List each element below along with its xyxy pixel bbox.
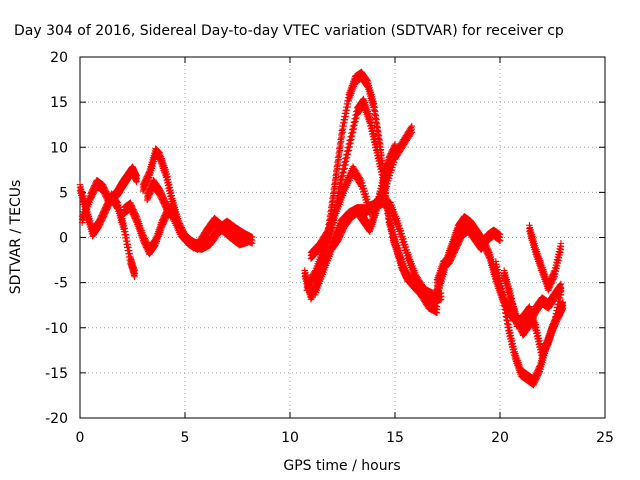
- series-track-5: [144, 176, 252, 253]
- data-point: [120, 222, 128, 229]
- data-point: [166, 184, 174, 191]
- data-point: [122, 228, 129, 235]
- data-point: [122, 231, 130, 238]
- data-point: [141, 235, 149, 242]
- y-tick-label: -20: [45, 411, 68, 427]
- data-point: [130, 207, 138, 215]
- data-point: [143, 239, 150, 246]
- y-tick-label: 0: [59, 231, 68, 247]
- data-point: [101, 185, 109, 192]
- data-point: [125, 244, 132, 251]
- data-point: [103, 188, 110, 195]
- data-point: [165, 178, 172, 186]
- data-point: [127, 200, 135, 208]
- data-point: [160, 194, 167, 201]
- data-point: [131, 209, 139, 216]
- data-point: [157, 187, 164, 194]
- data-point: [100, 182, 107, 190]
- data-point: [124, 237, 131, 245]
- data-point: [121, 225, 128, 232]
- y-tick-label: 20: [50, 50, 68, 66]
- data-point: [132, 211, 140, 219]
- data-point: [124, 241, 132, 248]
- y-tick-label: 5: [59, 185, 68, 201]
- data-point: [161, 196, 169, 204]
- x-tick-label: 10: [281, 430, 299, 446]
- y-tick-label: 15: [50, 95, 68, 111]
- axis-ticks: 0 5 10 15 20 25 -20 -15 -10 -5 0 5 10 15 20: [45, 50, 614, 446]
- data-point: [102, 186, 109, 194]
- x-tick-label: 5: [181, 430, 190, 446]
- data-point: [167, 186, 174, 194]
- data-point: [132, 210, 139, 217]
- data-point: [125, 247, 133, 254]
- y-tick-label: -10: [45, 321, 68, 337]
- data-point: [168, 207, 175, 215]
- data-point: [156, 186, 163, 193]
- data-point: [166, 181, 173, 188]
- series-track-2: [78, 163, 140, 226]
- data-point: [142, 237, 150, 245]
- data-point: [126, 250, 133, 257]
- data-point: [164, 173, 171, 180]
- data-point: [129, 204, 137, 212]
- data-point: [157, 188, 165, 196]
- data-point: [101, 184, 108, 191]
- data-point: [249, 233, 256, 241]
- data-point: [123, 234, 130, 242]
- data-point: [139, 231, 147, 238]
- data-point: [142, 236, 149, 243]
- data-point: [131, 267, 138, 274]
- x-tick-label: 0: [76, 430, 85, 446]
- data-point: [129, 203, 136, 211]
- series-track-8: [307, 122, 415, 262]
- data-point: [103, 189, 111, 197]
- x-tick-label: 20: [491, 430, 509, 446]
- data-point: [162, 167, 170, 175]
- x-tick-label: 25: [596, 430, 614, 446]
- y-tick-label: 10: [50, 140, 68, 156]
- data-point: [168, 192, 175, 199]
- y-tick-label: -15: [45, 366, 68, 382]
- data-points: [76, 68, 567, 389]
- data-point: [130, 206, 137, 213]
- data-point: [159, 191, 166, 198]
- data-point: [161, 195, 168, 202]
- x-tick-label: 15: [386, 430, 404, 446]
- data-point: [140, 232, 147, 239]
- data-point: [127, 199, 134, 206]
- data-point: [128, 202, 135, 209]
- data-point: [164, 176, 172, 183]
- data-point: [163, 170, 170, 178]
- chart-title: Day 304 of 2016, Sidereal Day-to-day VTE…: [14, 23, 564, 39]
- y-tick-label: -5: [54, 276, 68, 292]
- data-point: [167, 189, 175, 197]
- data-point: [159, 192, 167, 200]
- data-point: [99, 181, 107, 188]
- data-point: [141, 233, 148, 241]
- data-point: [133, 172, 140, 179]
- data-point: [158, 190, 165, 197]
